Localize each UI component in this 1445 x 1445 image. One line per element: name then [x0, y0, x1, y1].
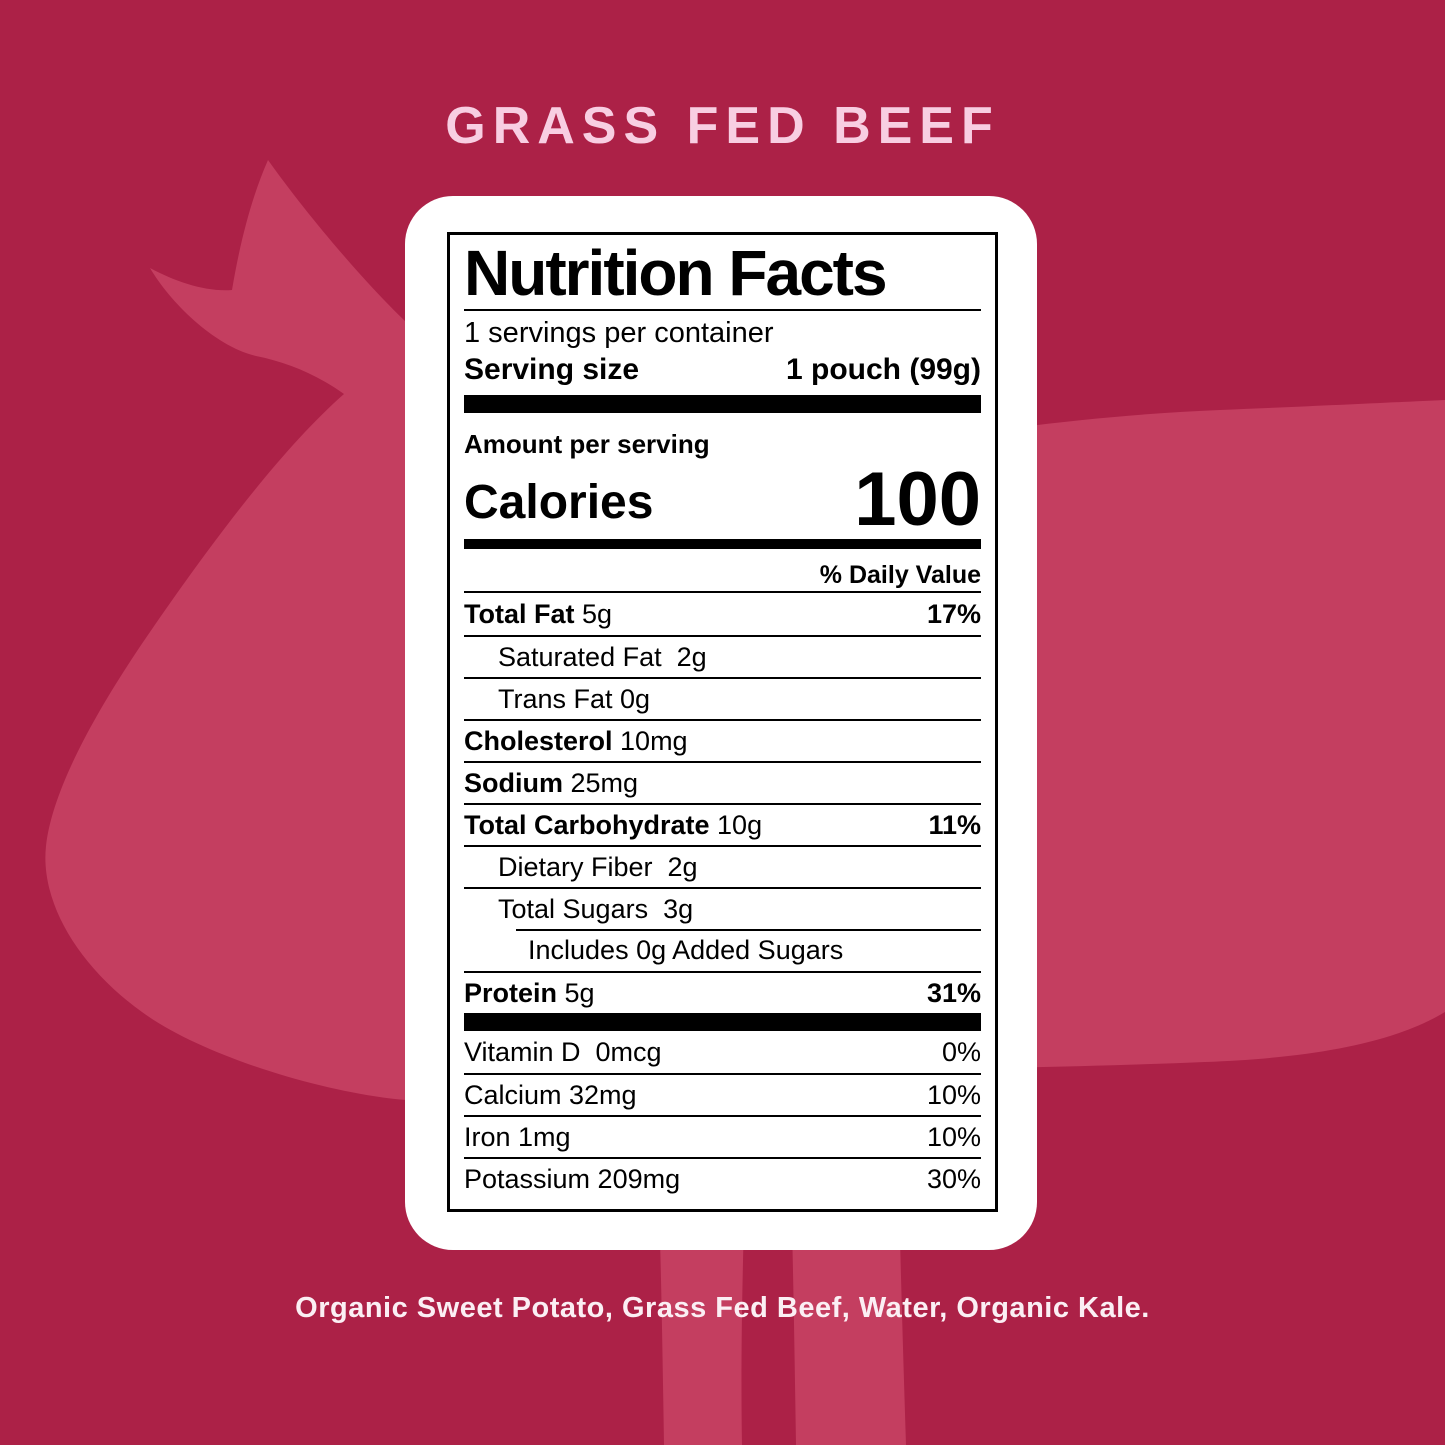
thick-divider-bar [464, 1013, 981, 1031]
nutrition-label-card: Nutrition Facts 1 servings per container… [405, 196, 1037, 1250]
nutrient-name: Saturated Fat 2g [498, 641, 707, 672]
nutrient-name: Iron 1mg [464, 1121, 571, 1152]
nutrient-row: Total Carbohydrate 10g 11% [464, 803, 981, 845]
nutrient-rows: Total Fat 5g 17% Saturated Fat 2g Trans Fat… [464, 593, 981, 1013]
product-title: GRASS FED BEEF [445, 97, 1000, 155]
daily-value: 17% [926, 598, 981, 629]
serving-size-value: 1 pouch (99g) [785, 353, 981, 386]
divider [464, 591, 981, 593]
vitamin-row: Vitamin D 0mcg 0% [464, 1031, 981, 1073]
daily-value: 31% [926, 977, 981, 1008]
amount-per-serving-label: Amount per serving [464, 429, 710, 459]
servings-per-container: 1 servings per container [464, 317, 774, 349]
divider [464, 309, 981, 311]
nutrient-row: Sodium 25mg [464, 761, 981, 803]
serving-size-row: Serving size 1 pouch (99g) [464, 351, 981, 391]
nutrient-name: Dietary Fiber 2g [498, 851, 698, 882]
nutrient-name: Total Fat 5g [464, 598, 613, 629]
vitamin-row: Iron 1mg 10% [464, 1115, 981, 1157]
calories-value: 100 [854, 457, 981, 542]
nutrient-row: Dietary Fiber 2g [464, 845, 981, 887]
nutrient-name: Sodium 25mg [464, 767, 639, 798]
vitamin-rows: Vitamin D 0mcg 0% Calcium 32mg 10% Iron 1mg 1… [464, 1031, 981, 1199]
daily-value: 10% [926, 1079, 981, 1110]
thick-divider-bar [464, 395, 981, 413]
nutrient-name: Protein 5g [464, 977, 595, 1008]
daily-value: 0% [941, 1036, 981, 1067]
nutrient-name: Potassium 209mg [464, 1163, 681, 1194]
nutrient-row: Trans Fat 0g [464, 677, 981, 719]
nutrient-name: Cholesterol 10mg [464, 725, 688, 756]
nutrient-name: Total Sugars 3g [498, 893, 694, 924]
nutrient-row: Cholesterol 10mg [464, 719, 981, 761]
nutrient-name: Total Carbohydrate 10g [464, 809, 763, 840]
nutrient-row: Saturated Fat 2g [464, 635, 981, 677]
serving-size-label: Serving size [464, 353, 640, 386]
nutrient-row: Includes 0g Added Sugars [464, 929, 981, 971]
nutrition-facts-heading: Nutrition Facts [464, 237, 888, 309]
calories-row: Calories 100 [464, 457, 981, 542]
daily-value: 11% [928, 809, 981, 840]
nutrient-row: Total Fat 5g 17% [464, 593, 981, 635]
nutrient-name: Vitamin D 0mcg [464, 1036, 662, 1067]
nutrient-row: Total Sugars 3g [464, 887, 981, 929]
nutrient-name: Includes 0g Added Sugars [528, 934, 844, 965]
vitamin-row: Potassium 209mg 30% [464, 1157, 981, 1199]
daily-value: 10% [926, 1121, 981, 1152]
vitamin-row: Calcium 32mg 10% [464, 1073, 981, 1115]
daily-value: 30% [926, 1163, 981, 1194]
ingredients-text: Organic Sweet Potato, Grass Fed Beef, Wa… [295, 1292, 1150, 1324]
nutrient-name: Trans Fat 0g [498, 683, 651, 714]
daily-value-header: % Daily Value [819, 561, 981, 589]
nutrient-row: Protein 5g 31% [464, 971, 981, 1013]
nutrient-name: Calcium 32mg [464, 1079, 637, 1110]
nutrition-label-border: Nutrition Facts 1 servings per container… [447, 232, 998, 1212]
calories-label: Calories [464, 476, 654, 529]
medium-divider-bar [464, 539, 981, 549]
